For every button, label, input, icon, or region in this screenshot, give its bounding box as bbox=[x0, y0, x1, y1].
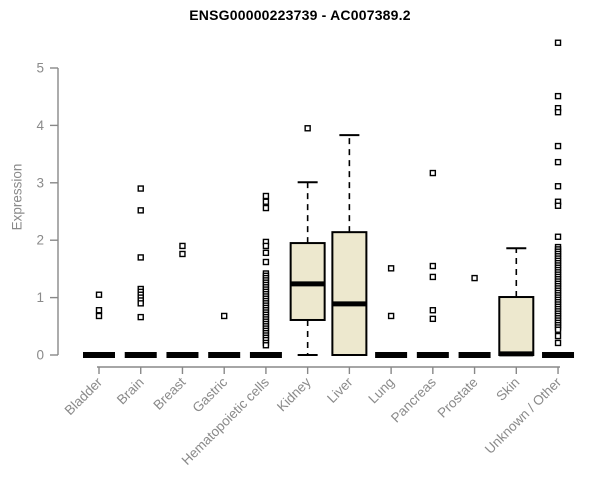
x-tick-label-skin: Skin bbox=[493, 375, 522, 404]
box-group-pancreas bbox=[416, 169, 449, 358]
outlier-point bbox=[429, 169, 437, 177]
chart-title: ENSG00000223739 - AC007389.2 bbox=[189, 7, 411, 23]
outlier-point bbox=[387, 265, 395, 272]
outlier-point bbox=[262, 204, 270, 212]
outlier-point bbox=[95, 312, 103, 320]
box-group-breast bbox=[166, 242, 199, 358]
y-tick-label: 3 bbox=[36, 175, 44, 190]
box-group-lung bbox=[375, 265, 408, 358]
outlier-point bbox=[137, 185, 144, 192]
y-tick-label: 2 bbox=[36, 233, 44, 248]
collapsed-box-bar bbox=[124, 352, 157, 358]
y-tick-label: 5 bbox=[36, 61, 44, 76]
box-group-prostate bbox=[458, 274, 491, 358]
collapsed-box-bar bbox=[249, 352, 282, 358]
box-group-gastric bbox=[208, 312, 241, 358]
outlier-point bbox=[137, 207, 144, 214]
outlier-point bbox=[262, 192, 270, 200]
outlier-point bbox=[262, 258, 270, 266]
outlier-point bbox=[471, 274, 478, 282]
outlier-point bbox=[262, 342, 270, 349]
outlier-point bbox=[429, 307, 437, 314]
outlier-point bbox=[95, 291, 103, 298]
outlier-point bbox=[179, 242, 186, 250]
x-tick-label-brain: Brain bbox=[114, 375, 147, 408]
x-tick-label-gastric: Gastric bbox=[189, 374, 230, 415]
box-group-unknown-other bbox=[542, 39, 575, 358]
outlier-point bbox=[429, 273, 437, 281]
x-tick-label-pancreas: Pancreas bbox=[388, 374, 439, 425]
outlier-point bbox=[262, 198, 270, 205]
outlier-point bbox=[554, 39, 562, 46]
collapsed-box-bar bbox=[208, 352, 241, 358]
outlier-point bbox=[554, 332, 562, 340]
x-tick-label-kidney: Kidney bbox=[274, 374, 314, 414]
x-tick-label-breast: Breast bbox=[150, 374, 188, 412]
box-group-kidney bbox=[289, 125, 326, 356]
outlier-point bbox=[137, 254, 144, 261]
y-axis-title: Expression bbox=[9, 163, 25, 231]
box-rect bbox=[498, 296, 535, 356]
outlier-point bbox=[554, 339, 562, 347]
outlier-point bbox=[554, 202, 562, 209]
x-tick-label-bladder: Bladder bbox=[62, 374, 106, 418]
outlier-point bbox=[554, 142, 562, 150]
outlier-point bbox=[387, 312, 395, 320]
outlier-point bbox=[554, 92, 562, 100]
outlier-point bbox=[304, 125, 311, 132]
box-group-brain bbox=[124, 185, 157, 358]
x-tick-label-liver: Liver bbox=[324, 374, 356, 406]
outlier-point bbox=[429, 262, 437, 270]
collapsed-box-bar bbox=[458, 352, 491, 358]
outlier-point bbox=[554, 326, 562, 333]
outlier-point bbox=[95, 307, 103, 314]
box-rect bbox=[331, 231, 368, 356]
x-tick-label-lung: Lung bbox=[365, 375, 397, 407]
outlier-point bbox=[179, 250, 186, 258]
outlier-point bbox=[554, 108, 562, 116]
y-tick-label: 1 bbox=[36, 290, 44, 305]
x-tick-label-unknown-other: Unknown / Other bbox=[482, 374, 565, 457]
collapsed-box-bar bbox=[416, 352, 449, 358]
y-tick-label: 4 bbox=[36, 118, 44, 133]
y-tick-label: 0 bbox=[36, 348, 44, 363]
box-group-skin bbox=[498, 247, 535, 357]
box-group-bladder bbox=[83, 291, 115, 358]
collapsed-box-bar bbox=[83, 352, 115, 358]
x-tick-label-prostate: Prostate bbox=[435, 375, 481, 421]
outlier-point bbox=[137, 313, 144, 321]
outlier-point bbox=[137, 300, 144, 307]
collapsed-box-bar bbox=[542, 352, 575, 358]
outlier-point bbox=[554, 158, 562, 166]
collapsed-box-bar bbox=[375, 352, 408, 358]
collapsed-box-bar bbox=[166, 352, 199, 358]
outlier-point bbox=[262, 249, 270, 257]
outlier-point bbox=[262, 242, 270, 250]
box-group-liver bbox=[331, 134, 368, 356]
outlier-point bbox=[554, 233, 562, 240]
outlier-point bbox=[429, 315, 437, 323]
y-axis: 0 1 2 3 4 5 bbox=[36, 61, 59, 363]
outlier-point bbox=[220, 312, 228, 320]
box-group-hematopoietic-cells bbox=[249, 192, 282, 358]
outlier-point bbox=[554, 183, 562, 190]
